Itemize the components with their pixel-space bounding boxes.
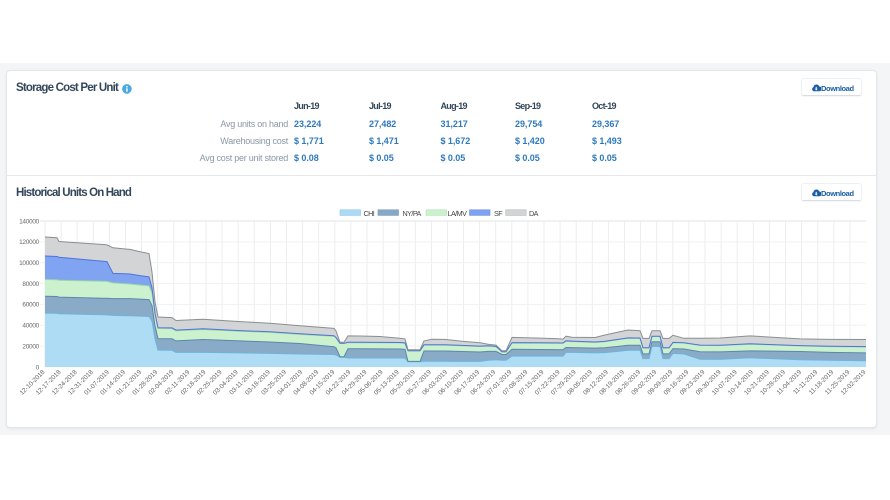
svg-text:DA: DA <box>529 209 539 218</box>
svg-text:60000: 60000 <box>22 302 39 309</box>
svg-text:CHI: CHI <box>364 209 375 218</box>
svg-text:120000: 120000 <box>19 239 40 246</box>
svg-text:80000: 80000 <box>22 281 39 288</box>
svg-text:100000: 100000 <box>19 260 40 267</box>
svg-text:0: 0 <box>36 364 40 371</box>
svg-text:NY/PA: NY/PA <box>403 209 422 218</box>
svg-text:40000: 40000 <box>22 323 39 330</box>
svg-text:SF: SF <box>494 209 503 218</box>
svg-text:LA/MV: LA/MV <box>448 209 468 218</box>
svg-text:20000: 20000 <box>22 343 39 350</box>
svg-text:140000: 140000 <box>19 218 40 225</box>
